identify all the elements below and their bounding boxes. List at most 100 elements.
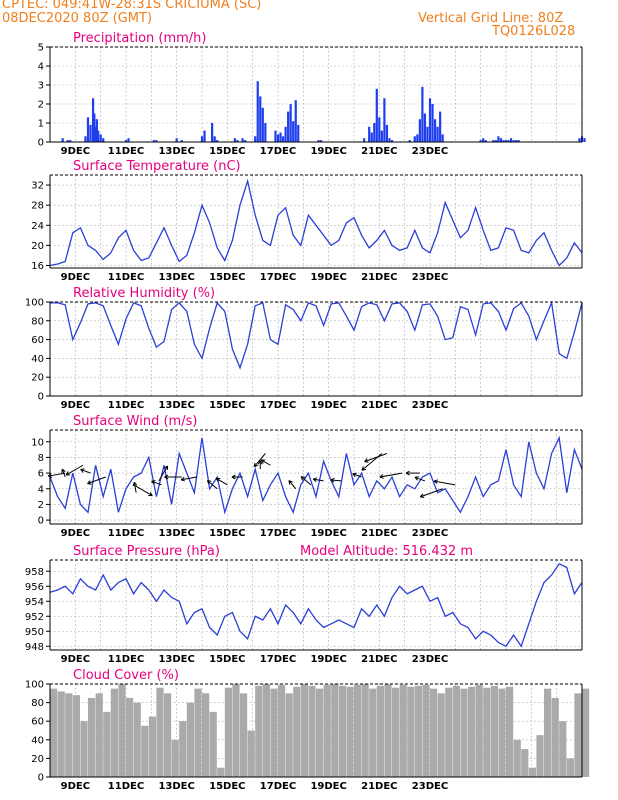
- precip-bar: [259, 96, 262, 142]
- wind-arrow-head: [180, 476, 185, 481]
- cloud-bar: [247, 730, 255, 777]
- x-tick-label: 9DEC: [61, 654, 90, 665]
- cloud-bar: [445, 687, 453, 777]
- x-tick-label: 11DEC: [108, 272, 144, 283]
- panel-6: 0 20 40 60 80 100 9DEC 11DEC 13DEC 15DEC 17DEC 19DE…: [25, 668, 590, 792]
- precip-bar: [504, 140, 508, 142]
- wind-arrow: [231, 474, 243, 480]
- cloud-bar: [437, 693, 445, 777]
- cloud-bar: [186, 702, 194, 777]
- cloud-bar: [103, 711, 111, 777]
- wind-arrow-head: [379, 476, 384, 479]
- precip-bar: [99, 134, 102, 142]
- y-tick-label: 100: [25, 680, 44, 691]
- x-tick-label: 19DEC: [310, 654, 346, 665]
- wind-arrow: [132, 481, 138, 493]
- wind-arrow: [151, 480, 162, 486]
- precip-bar: [499, 138, 503, 142]
- cloud-bar: [392, 687, 400, 777]
- cloud-bar: [475, 684, 483, 777]
- cloud-bar: [338, 685, 346, 777]
- x-tick-label: 17DEC: [260, 654, 296, 665]
- x-tick-label: 9DEC: [61, 528, 90, 539]
- x-tick-label: 11DEC: [108, 146, 144, 157]
- y-tick-label: 28: [31, 201, 44, 212]
- series-line: [49, 435, 583, 515]
- precip-bar: [256, 81, 259, 142]
- precip-bar: [292, 121, 295, 142]
- cloud-bar: [171, 739, 179, 777]
- wind-arrow-head: [132, 482, 135, 487]
- wind-arrow-head: [180, 479, 186, 482]
- cloud-bar: [262, 684, 270, 777]
- wind-arrow-head: [361, 466, 364, 471]
- precip-bar: [494, 140, 497, 142]
- y-tick-label: 0: [38, 773, 44, 784]
- wind-arrow-head: [61, 469, 63, 474]
- wind-arrow-shaft: [180, 476, 198, 481]
- y-tick-label: 5: [38, 43, 44, 54]
- cloud-bar: [369, 688, 377, 777]
- x-tick-label: 23DEC: [412, 654, 448, 665]
- precip-bar: [479, 140, 482, 142]
- wind-arrow-shaft: [151, 480, 162, 486]
- cloud-bar: [278, 684, 286, 777]
- wind-arrow-head: [364, 461, 369, 463]
- precip-bar: [390, 140, 394, 142]
- precip-bar: [94, 126, 97, 142]
- cloud-bar: [164, 693, 172, 777]
- panel-2: 16 20 24 28 32 9DEC 11DEC 13DEC 15DEC 17DEC 19DEC 2…: [31, 159, 583, 283]
- cloud-bar: [414, 685, 422, 777]
- x-tick-label: 15DEC: [209, 272, 245, 283]
- y-tick-label: 954: [25, 597, 44, 608]
- cloud-bar: [240, 693, 248, 777]
- x-tick-label: 21DEC: [361, 400, 397, 411]
- precip-bar: [203, 130, 206, 142]
- y-tick-label: 3: [38, 81, 44, 92]
- cloud-bar: [118, 684, 126, 777]
- x-tick-label: 19DEC: [310, 272, 346, 283]
- cloud-bar: [468, 686, 476, 777]
- y-tick-label: 0: [38, 392, 44, 403]
- precip-bar: [375, 88, 378, 142]
- cloud-bar: [194, 688, 202, 777]
- x-tick-label: 15DEC: [209, 654, 245, 665]
- precip-bar: [421, 86, 424, 142]
- precip-bar: [363, 138, 366, 142]
- model-altitude: Model Altitude: 516.432 m: [300, 544, 473, 559]
- cloud-bar: [536, 735, 544, 777]
- wind-arrow: [405, 470, 420, 476]
- precip-bar: [211, 123, 214, 142]
- cloud-bar: [209, 711, 217, 777]
- wind-arrow-head: [149, 491, 153, 496]
- cloud-bar: [346, 686, 354, 777]
- wind-arrow-head: [163, 465, 168, 469]
- cloud-bar: [399, 684, 407, 777]
- precip-bar: [319, 140, 323, 142]
- y-tick-label: 80: [31, 698, 44, 709]
- y-tick-label: 950: [25, 627, 44, 638]
- wind-arrow-head: [361, 468, 366, 471]
- precip-bar: [428, 98, 432, 142]
- wind-arrow-shaft: [65, 464, 84, 476]
- wind-arrow-shaft: [379, 472, 403, 478]
- wind-arrow-head: [405, 470, 410, 474]
- wind-arrow-shaft: [420, 488, 443, 498]
- cloud-bar: [293, 686, 301, 777]
- precip-bar: [426, 126, 429, 142]
- wind-arrow-head: [206, 480, 210, 485]
- y-tick-label: 956: [25, 582, 44, 593]
- precip-bar: [578, 138, 581, 142]
- precip-bar: [97, 130, 100, 142]
- x-tick-label: 17DEC: [260, 272, 296, 283]
- cloud-bar: [376, 685, 384, 777]
- wind-arrow-head: [419, 493, 424, 498]
- y-tick-label: 60: [31, 335, 44, 346]
- x-tick-label: 17DEC: [260, 146, 296, 157]
- x-tick-label: 11DEC: [108, 654, 144, 665]
- wind-arrow-head: [133, 481, 138, 486]
- y-tick-label: 952: [25, 612, 44, 623]
- wind-arrow-shaft: [48, 472, 66, 477]
- series-line: [49, 178, 583, 267]
